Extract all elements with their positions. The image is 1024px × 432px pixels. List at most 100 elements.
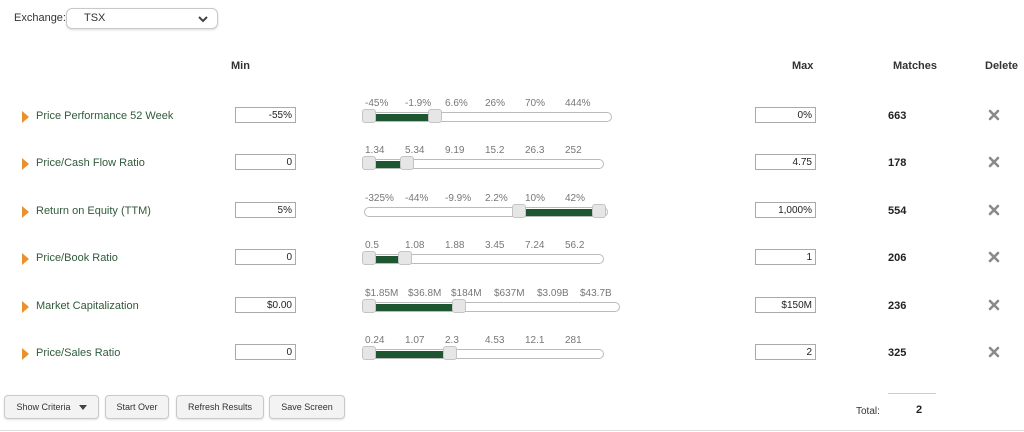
save-screen-button[interactable]: Save Screen [269, 395, 345, 419]
criteria-name[interactable]: Price/Cash Flow Ratio [36, 157, 145, 169]
criteria-name[interactable]: Price Performance 52 Week [36, 110, 174, 122]
expand-arrow-icon[interactable] [22, 301, 29, 313]
delete-icon[interactable] [988, 204, 1000, 216]
slider-tick-label: 1.34 [365, 145, 385, 156]
slider-tick-label: 0.24 [365, 335, 385, 346]
min-input[interactable] [235, 344, 296, 360]
max-input[interactable] [755, 154, 816, 170]
expand-arrow-icon[interactable] [22, 158, 29, 170]
total-label: Total: [856, 406, 880, 417]
slider-tick-label: -44% [405, 193, 429, 204]
criteria-name[interactable]: Market Capitalization [36, 300, 139, 312]
slider-tick-label: 281 [565, 335, 582, 346]
criteria-name[interactable]: Price/Book Ratio [36, 252, 118, 264]
slider-tick-label: 0.5 [365, 240, 379, 251]
slider-tick-label: 5.34 [405, 145, 425, 156]
total-divider [888, 393, 936, 394]
start-over-button[interactable]: Start Over [105, 395, 169, 419]
slider-range-fill [369, 114, 435, 121]
slider-max-handle[interactable] [427, 109, 442, 123]
chevron-down-icon [198, 16, 208, 23]
matches-count: 663 [888, 110, 907, 122]
min-input[interactable] [235, 202, 296, 218]
caret-down-icon [78, 404, 87, 410]
slider-tick-label: $36.8M [408, 288, 442, 299]
slider-tick-label: 7.24 [525, 240, 545, 251]
slider-tick-label: -45% [365, 98, 389, 109]
slider-tick-label: 1.88 [445, 240, 465, 251]
slider-range-fill [369, 161, 408, 168]
show-criteria-button[interactable]: Show Criteria [4, 395, 99, 419]
slider-max-handle[interactable] [443, 346, 458, 360]
criteria-row-1: Price Performance 52 Week -45% -1.9% 6.6% 2… [0, 98, 1024, 150]
slider-tick-label: 42% [565, 193, 586, 204]
exchange-filter: Exchange: TSX [14, 8, 218, 29]
slider-tick-label: $3.09B [537, 288, 569, 299]
criteria-row-4: Price/Book Ratio 0.5 1.08 1.88 3.45 7.24 56.2… [0, 240, 1024, 292]
slider-min-handle[interactable] [362, 109, 376, 123]
slider-max-handle[interactable] [400, 156, 415, 170]
delete-icon[interactable] [988, 251, 1000, 263]
expand-arrow-icon[interactable] [22, 253, 29, 265]
refresh-results-button[interactable]: Refresh Results [176, 395, 264, 419]
save-screen-label: Save Screen [281, 402, 333, 412]
max-header: Max [792, 60, 814, 72]
min-input[interactable] [235, 154, 296, 170]
slider-tick-label: 12.1 [525, 335, 545, 346]
slider-tick-label: 15.2 [485, 145, 505, 156]
delete-icon[interactable] [988, 156, 1000, 168]
min-input[interactable] [235, 297, 296, 313]
delete-icon[interactable] [988, 299, 1000, 311]
slider-tick-label: 26% [485, 98, 506, 109]
slider-tick-label: 1.07 [405, 335, 425, 346]
slider-tick-label: -325% [365, 193, 394, 204]
show-criteria-label: Show Criteria [16, 402, 71, 412]
slider-min-handle[interactable] [362, 346, 376, 360]
criteria-row-3: Return on Equity (TTM) -325% -44% -9.9% 2.2… [0, 193, 1024, 245]
slider-max-handle[interactable] [451, 299, 466, 313]
expand-arrow-icon[interactable] [22, 348, 29, 360]
slider-track[interactable] [364, 207, 608, 217]
slider-min-handle[interactable] [362, 299, 376, 313]
slider-min-handle[interactable] [362, 156, 376, 170]
slider-tick-label: $1.85M [365, 288, 399, 299]
slider-tick-label: 56.2 [565, 240, 585, 251]
min-input[interactable] [235, 107, 296, 123]
criteria-name[interactable]: Price/Sales Ratio [36, 347, 121, 359]
matches-count: 554 [888, 205, 907, 217]
slider-tick-label: $43.7B [580, 288, 612, 299]
max-input[interactable] [755, 107, 816, 123]
delete-icon[interactable] [988, 109, 1000, 121]
criteria-row-5: Market Capitalization $1.85M $36.8M $184M $… [0, 288, 1024, 340]
slider-tick-label: 3.45 [485, 240, 505, 251]
slider-tick-label: $184M [451, 288, 482, 299]
slider-min-handle[interactable] [362, 251, 376, 265]
slider-max-handle[interactable] [398, 251, 413, 265]
slider-tick-label: 26.3 [525, 145, 545, 156]
expand-arrow-icon[interactable] [22, 111, 29, 123]
slider-tick-label: -1.9% [405, 98, 432, 109]
slider-tick-label: 252 [565, 145, 582, 156]
slider-range-fill [369, 256, 406, 263]
expand-arrow-icon[interactable] [22, 206, 29, 218]
slider-tick-label: 1.08 [405, 240, 425, 251]
slider-tick-label: 70% [525, 98, 546, 109]
slider-min-handle[interactable] [511, 204, 526, 218]
delete-icon[interactable] [988, 346, 1000, 358]
slider-tick-label: 9.19 [445, 145, 465, 156]
max-input[interactable] [755, 297, 816, 313]
total-value: 2 [916, 404, 923, 416]
max-input[interactable] [755, 249, 816, 265]
slider-max-handle[interactable] [592, 204, 606, 218]
criteria-name[interactable]: Return on Equity (TTM) [36, 205, 151, 217]
matches-count: 206 [888, 252, 907, 264]
matches-header: Matches [893, 60, 938, 72]
max-input[interactable] [755, 344, 816, 360]
bottom-divider [0, 430, 1024, 431]
max-input[interactable] [755, 202, 816, 218]
slider-range-fill [369, 351, 451, 358]
slider-tick-label: 444% [565, 98, 591, 109]
slider-range-fill [369, 304, 459, 311]
min-input[interactable] [235, 249, 296, 265]
exchange-select[interactable]: TSX [66, 8, 218, 29]
